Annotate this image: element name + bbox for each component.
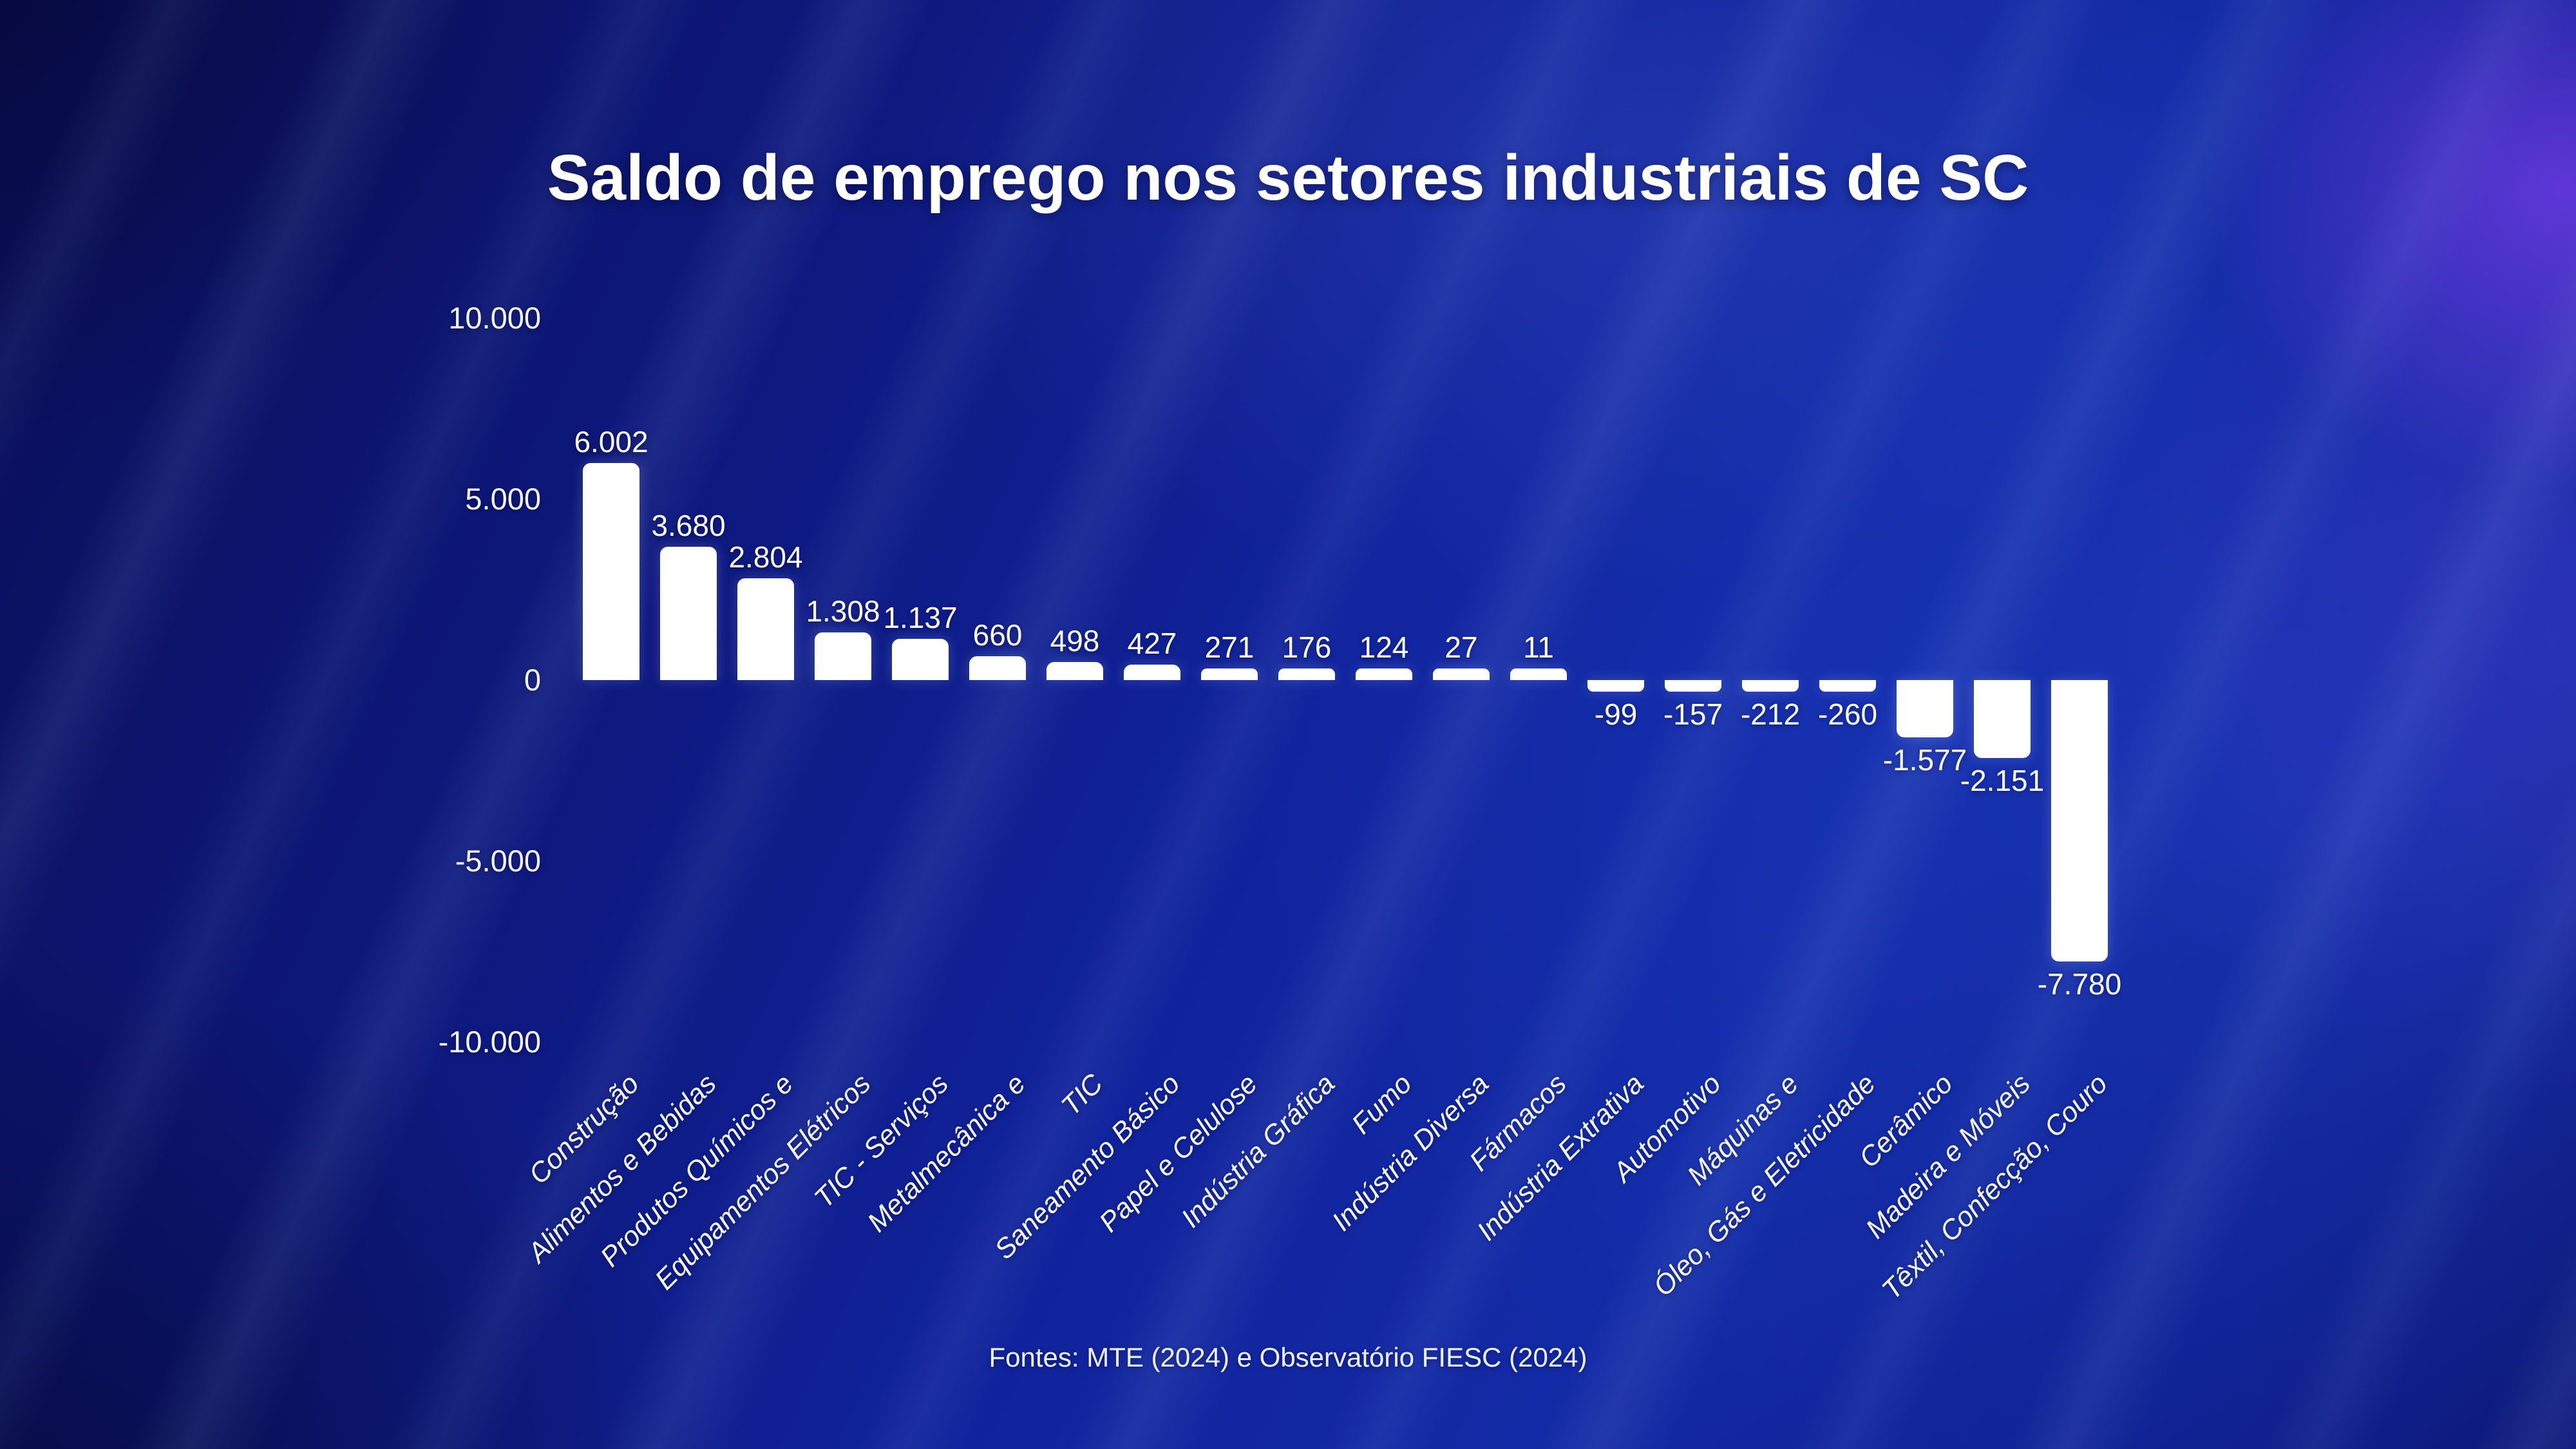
- bar: [1665, 680, 1721, 692]
- bar-value-label: 271: [1204, 630, 1255, 664]
- bar: [1974, 680, 2031, 758]
- y-axis-tick-label: -5.000: [455, 844, 541, 878]
- bar: [1897, 680, 1953, 737]
- bar: [969, 656, 1026, 680]
- bar-value-label: -260: [1817, 697, 1878, 731]
- bar: [1510, 668, 1567, 680]
- bar-value-label: -157: [1663, 697, 1723, 731]
- bar-value-label: 1.308: [806, 594, 880, 629]
- category-label: TIC - Serviços: [808, 1068, 954, 1215]
- bar-value-label: -2.151: [1960, 763, 2045, 797]
- bar: [1124, 665, 1180, 680]
- y-axis-tick-label: 0: [524, 663, 541, 697]
- bar: [1742, 680, 1799, 692]
- bar-value-label: -7.780: [2037, 967, 2122, 1001]
- bar: [892, 639, 949, 680]
- bar: [1278, 668, 1335, 680]
- bar-value-label: 11: [1523, 630, 1554, 664]
- bar: [583, 462, 639, 680]
- bar-value-label: -1.577: [1882, 743, 1967, 777]
- bar-value-label: 6.002: [574, 424, 649, 459]
- bar-value-label: -99: [1594, 697, 1638, 731]
- bar: [815, 632, 871, 680]
- category-label: TIC: [1055, 1068, 1109, 1122]
- bar-value-label: 2.804: [728, 540, 803, 574]
- bar: [660, 547, 717, 680]
- bar: [1356, 668, 1412, 680]
- y-axis-tick-label: 5.000: [465, 482, 541, 516]
- y-axis-tick-label: -10.000: [438, 1025, 541, 1059]
- bar-value-label: 1.137: [883, 601, 958, 635]
- bar-value-label: 498: [1050, 624, 1100, 658]
- bar-value-label: 660: [972, 618, 1023, 652]
- bar-value-label: 176: [1282, 630, 1332, 664]
- bar-value-label: 27: [1444, 630, 1478, 664]
- bar: [1587, 680, 1644, 692]
- bar: [1201, 668, 1258, 680]
- bar-value-label: -212: [1740, 697, 1801, 731]
- bar: [1433, 668, 1490, 680]
- bar: [2051, 680, 2108, 962]
- bar-value-label: 427: [1127, 627, 1177, 660]
- chart-title: Saldo de emprego nos setores industriais…: [547, 142, 2029, 214]
- y-axis-tick-label: 10.000: [448, 301, 541, 335]
- category-label: Fumo: [1345, 1068, 1418, 1141]
- sources-note: Fontes: MTE (2024) e Observatório FIESC …: [989, 1342, 1587, 1372]
- bar-value-label: 124: [1359, 630, 1409, 664]
- bar: [1819, 680, 1876, 692]
- bar: [1046, 662, 1103, 680]
- bar-value-label: 3.680: [651, 509, 726, 543]
- bar: [737, 578, 794, 680]
